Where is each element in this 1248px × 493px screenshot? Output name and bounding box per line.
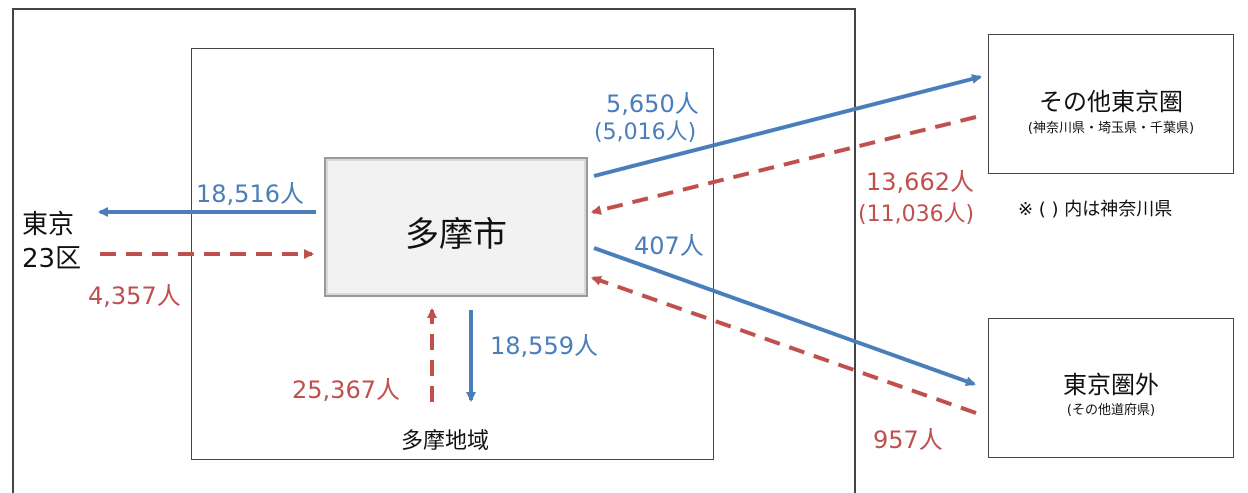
outside-tokyo-area-sub: (その他道府県) [1066, 403, 1156, 418]
outside-tokyo-area-label: 東京圏外 [1063, 371, 1159, 399]
other-tokyo-area-label: その他東京圏 [1039, 88, 1183, 116]
flow-from-tama-area: 25,367人 [292, 376, 400, 404]
arrow-to-outside-tokyo-area [593, 246, 976, 387]
flow-to-tama-area: 18,559人 [490, 332, 598, 360]
flow-from-other-tokyo-area-kanagawa: (11,036人) [858, 202, 975, 227]
arrow-to-other-tokyo-area [593, 74, 982, 178]
tama-area-label: 多摩地域 [401, 429, 490, 454]
flow-to-outside-tokyo-area: 407人 [634, 232, 704, 260]
flow-to-other-tokyo-area-kanagawa: (5,016人) [594, 120, 697, 145]
flow-to-other-tokyo-area: 5,650人 [606, 90, 699, 118]
flow-from-other-tokyo-area: 13,662人 [866, 168, 974, 196]
tokyo23-label-line2: 23区 [22, 244, 82, 274]
arrow-from-outside-tokyo-area [591, 275, 977, 415]
arrow-from-other-tokyo-area [591, 115, 977, 215]
flow-to-tokyo23: 18,516人 [196, 180, 304, 208]
center-box [324, 157, 588, 297]
kanagawa-note: ※ ( ) 内は神奈川県 [1018, 199, 1173, 220]
other-tokyo-area-box [988, 34, 1234, 174]
outside-tokyo-area-box [988, 318, 1234, 458]
other-tokyo-area-sub: (神奈川県・埼玉県・千葉県) [1027, 121, 1195, 136]
flow-from-tokyo23: 4,357人 [88, 282, 181, 310]
tokyo23-label-line1: 東京 [22, 210, 75, 240]
center-label: 多摩市 [405, 215, 507, 255]
flow-from-outside-tokyo-area: 957人 [873, 426, 943, 454]
